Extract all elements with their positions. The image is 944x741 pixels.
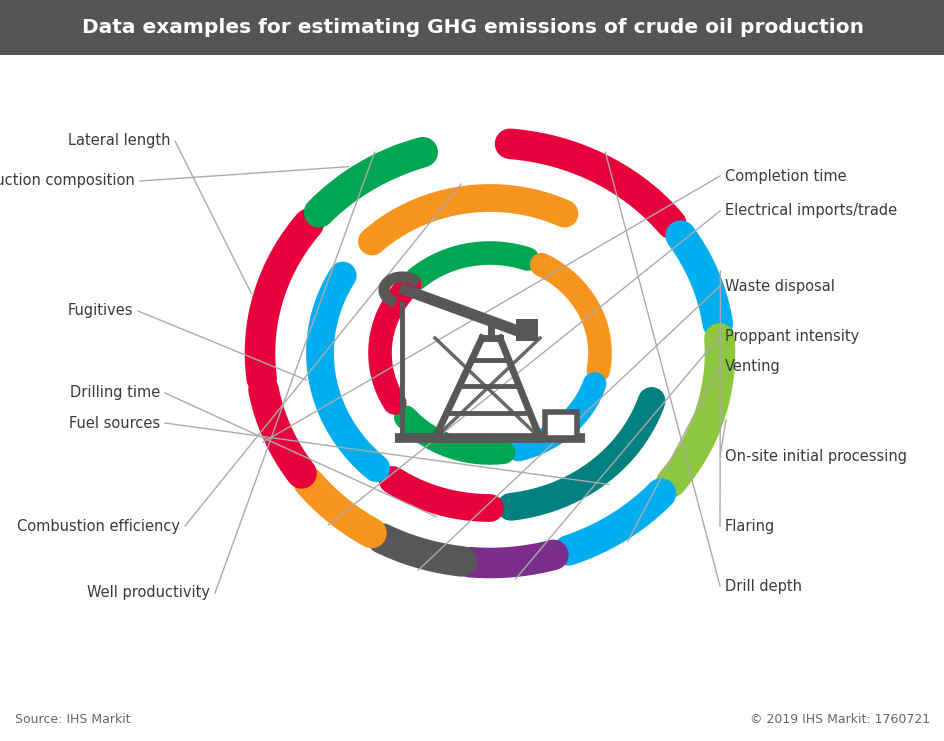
Text: Data examples for estimating GHG emissions of crude oil production: Data examples for estimating GHG emissio… — [81, 18, 863, 37]
Text: Fugitives: Fugitives — [67, 304, 133, 319]
Text: Source: IHS Markit: Source: IHS Markit — [15, 713, 130, 726]
FancyBboxPatch shape — [545, 412, 577, 438]
Text: Combustion efficiency: Combustion efficiency — [17, 519, 179, 534]
Text: Flaring: Flaring — [724, 519, 774, 534]
Text: Completion time: Completion time — [724, 168, 846, 184]
Text: Waste disposal: Waste disposal — [724, 279, 834, 293]
Text: Lateral length: Lateral length — [67, 133, 170, 148]
Text: Electrical imports/trade: Electrical imports/trade — [724, 204, 896, 219]
Text: Venting: Venting — [724, 359, 780, 373]
Text: Production composition: Production composition — [0, 173, 135, 188]
Text: Well productivity: Well productivity — [87, 585, 210, 600]
Text: Drill depth: Drill depth — [724, 579, 801, 594]
Text: On-site initial processing: On-site initial processing — [724, 448, 906, 464]
Text: © 2019 IHS Markit: 1760721: © 2019 IHS Markit: 1760721 — [750, 713, 929, 726]
Text: Fuel sources: Fuel sources — [69, 416, 160, 431]
Bar — [0, 0, 944, 55]
Text: Proppant intensity: Proppant intensity — [724, 328, 858, 344]
Text: Drilling time: Drilling time — [70, 385, 160, 400]
FancyBboxPatch shape — [515, 319, 537, 341]
